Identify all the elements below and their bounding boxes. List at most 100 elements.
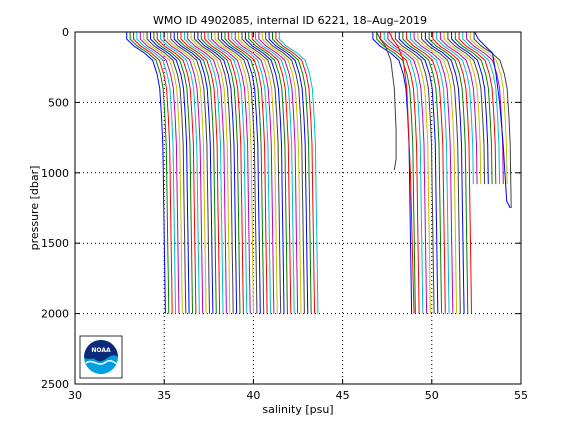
group-a-profile-line	[143, 32, 183, 314]
group-a-profile-line	[227, 32, 268, 314]
group-a-profile-line	[258, 32, 299, 314]
group-b-profile-line	[402, 32, 443, 314]
x-tick-label: 55	[514, 389, 528, 402]
group-a-profile-line	[241, 32, 282, 314]
y-tick-label: 2000	[41, 308, 69, 321]
group-a-profile-line	[150, 32, 190, 314]
x-tick-label: 50	[425, 389, 439, 402]
group-a-profile-line	[156, 32, 197, 314]
group-a-profile-line	[180, 32, 221, 314]
group-b-profile-line	[447, 32, 486, 185]
group-a-profile-line	[197, 32, 238, 314]
group-a-profile-line	[190, 32, 231, 314]
group-a-profile-line	[217, 32, 258, 314]
x-tick-label: 45	[336, 389, 350, 402]
profiles-group	[126, 31, 512, 314]
group-a-profile-line	[234, 32, 275, 314]
group-a-profile-line	[268, 32, 309, 314]
group-b-profile-line	[439, 32, 478, 185]
group-b-profile-line	[462, 32, 500, 185]
group-a-profile-line	[163, 32, 204, 314]
group-b-profile-line	[473, 32, 512, 209]
logo-top	[84, 340, 118, 362]
group-b-profile-line	[372, 32, 413, 314]
x-tick-label: 35	[157, 389, 171, 402]
group-b-profile-line	[432, 32, 472, 314]
y-tick-label: 2500	[41, 378, 69, 391]
group-b-profile-line	[454, 32, 493, 185]
extra-profile-line	[474, 31, 511, 209]
group-a-profile-line	[248, 32, 288, 314]
noaa-logo: NOAA	[79, 335, 123, 379]
group-b-profile-line	[424, 32, 465, 314]
group-b-profile-line	[383, 32, 424, 314]
group-b-profile-line	[409, 32, 450, 314]
group-a-profile-line	[278, 32, 319, 314]
y-tick-label: 0	[62, 26, 69, 39]
group-a-profile-line	[194, 32, 234, 314]
x-tick-label: 40	[246, 389, 260, 402]
group-a-profile-line	[177, 32, 217, 314]
group-b-profile-line	[391, 32, 431, 314]
group-a-profile-line	[170, 32, 210, 314]
group-b-profile-line	[436, 32, 474, 185]
group-a-profile-line	[160, 32, 200, 314]
group-a-profile-line	[207, 32, 248, 314]
group-a-profile-line	[126, 32, 166, 314]
group-b-profile-line	[394, 32, 435, 314]
group-b-profile-line	[387, 32, 428, 314]
group-b-profile-line	[413, 32, 454, 314]
group-a-profile-line	[272, 32, 312, 314]
group-a-profile-line	[275, 32, 316, 314]
group-b-profile-line	[379, 32, 420, 314]
group-a-profile-line	[187, 32, 227, 314]
group-a-profile-line	[129, 32, 170, 314]
group-b-profile-line	[417, 32, 458, 314]
y-tick-label: 1500	[41, 237, 69, 250]
x-tick-label: 30	[68, 389, 82, 402]
chart-title: WMO ID 4902085, internal ID 6221, 18–Aug…	[153, 14, 427, 27]
group-a-profile-line	[221, 32, 261, 314]
group-a-profile-line	[251, 32, 292, 314]
group-a-profile-line	[238, 32, 278, 314]
extra-profile-line	[376, 31, 397, 171]
group-b-profile-line	[466, 32, 504, 185]
group-a-profile-line	[244, 32, 285, 314]
group-a-profile-line	[153, 32, 193, 314]
logo-wave	[85, 360, 118, 365]
group-a-profile-line	[166, 32, 207, 314]
group-b-profile-line	[406, 32, 446, 314]
group-b-profile-line	[398, 32, 439, 314]
group-a-profile-line	[146, 32, 187, 314]
group-a-profile-line	[133, 32, 173, 314]
group-a-profile-line	[255, 32, 295, 314]
group-a-profile-line	[224, 32, 265, 314]
group-b-profile-line	[428, 32, 469, 314]
group-a-profile-line	[261, 32, 302, 314]
group-a-profile-line	[211, 32, 251, 314]
group-a-profile-line	[183, 32, 224, 314]
logo-text: NOAA	[91, 347, 111, 354]
group-b-profile-line	[451, 32, 489, 185]
x-axis-label: salinity [psu]	[262, 403, 333, 416]
y-tick-label: 500	[48, 96, 69, 109]
extra-profile-line	[388, 31, 415, 314]
plot-frame	[74, 31, 522, 385]
group-b-profile-line	[443, 32, 482, 185]
group-a-profile-line	[200, 32, 241, 314]
group-a-profile-line	[139, 32, 180, 314]
group-b-profile-line	[469, 32, 508, 185]
y-tick-label: 1000	[41, 167, 69, 180]
axis-ticks: 30 35 40 45 50 55 0 500 1000 1500 2000 2500	[41, 26, 528, 402]
group-b-profile-line	[458, 32, 497, 185]
group-a-profile-line	[214, 32, 254, 314]
group-a-profile-line	[265, 32, 305, 314]
group-a-profile-line	[231, 32, 271, 314]
group-b-profile-line	[421, 32, 461, 314]
group-a-profile-line	[173, 32, 214, 314]
group-a-profile-line	[136, 32, 177, 314]
y-axis-label: pressure [dbar]	[28, 166, 41, 251]
group-a-profile-line	[204, 32, 244, 314]
